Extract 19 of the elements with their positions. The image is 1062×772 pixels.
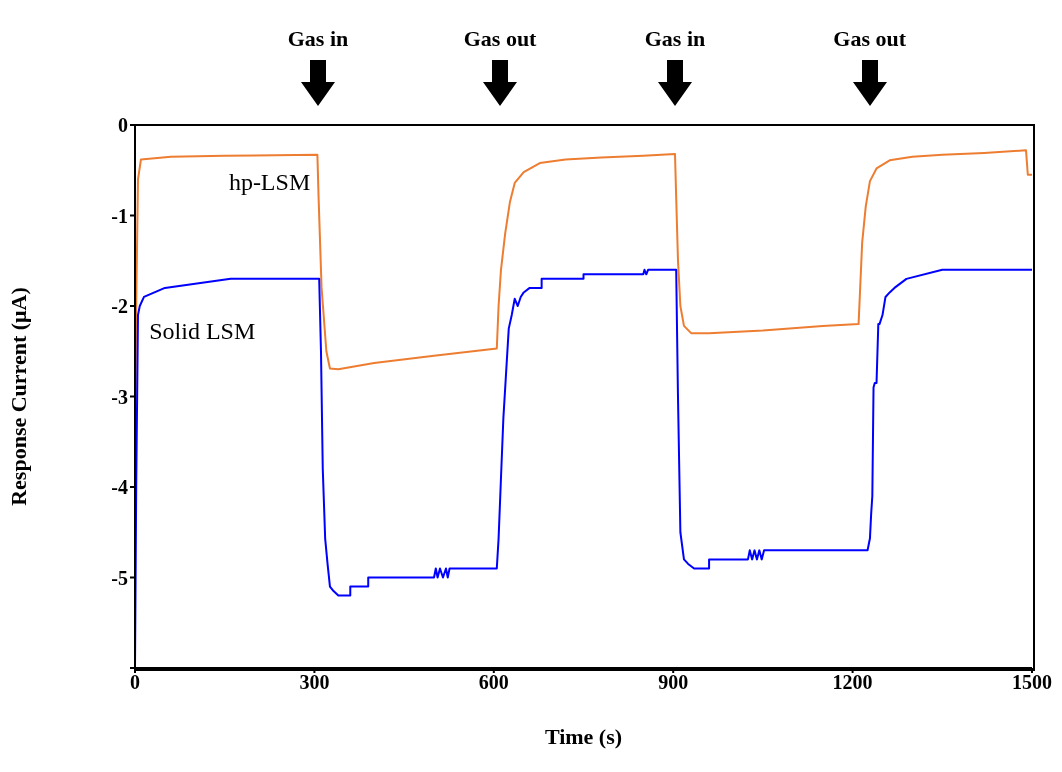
series-label: Solid LSM xyxy=(149,317,256,345)
y-tick-label: -5 xyxy=(111,566,128,589)
x-tick-label: 300 xyxy=(299,671,330,694)
x-tick-label: 600 xyxy=(478,671,509,694)
text: Gas in xyxy=(644,26,706,52)
x-axis-title: Time (s) xyxy=(544,724,623,749)
y-axis-title: Response Current (μA) xyxy=(5,287,31,506)
text: Gas in xyxy=(287,26,349,52)
x-tick-label: 1200 xyxy=(832,671,873,694)
x-tick-label: 900 xyxy=(658,671,689,694)
y-tick-label: -1 xyxy=(111,204,128,227)
y-tick-label: -2 xyxy=(111,295,128,318)
y-tick-label: -4 xyxy=(111,476,128,499)
text: Gas out xyxy=(463,26,537,52)
text: Gas out xyxy=(833,26,907,52)
y-tick-label: 0 xyxy=(118,114,128,137)
y-tick-label: -3 xyxy=(111,385,128,408)
x-tick-label: 1500 xyxy=(1012,671,1052,694)
series-label: hp-LSM xyxy=(228,168,311,196)
